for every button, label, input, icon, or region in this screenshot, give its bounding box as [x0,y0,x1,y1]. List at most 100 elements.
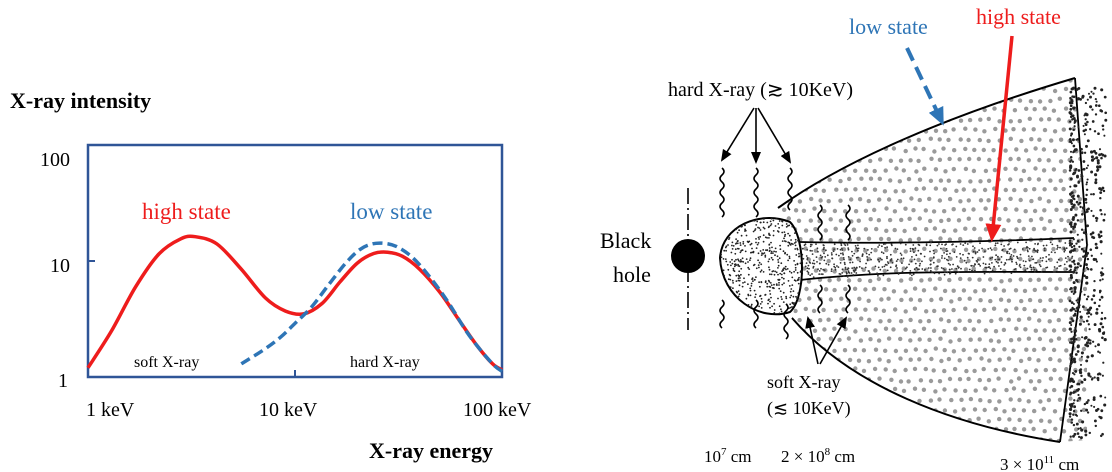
corona-dot [803,235,805,237]
corona-dot [761,301,763,303]
disk-dot [898,319,904,324]
thin-disk-dot [946,250,949,252]
corona-dot [805,220,807,222]
disk-dot [792,328,798,334]
corona-dot [790,271,793,274]
disk-dot [1057,397,1063,402]
thin-disk-dot [941,257,943,259]
rim-dot [1072,203,1076,207]
photon-corona-low-1 [719,299,725,329]
corona-dot [793,218,796,219]
disk-dot [856,399,861,404]
thin-disk-dot [929,260,932,262]
disk-dot [878,436,884,442]
disk-dot [957,296,962,302]
disk-dot [968,396,974,402]
disk-dot [807,296,812,301]
rim-dot [1086,120,1089,124]
disk-dot [897,179,902,184]
corona-dot [773,283,775,286]
rim-dot [1082,305,1085,309]
corona-dot [790,294,793,297]
thin-disk-dot [896,258,899,261]
thin-disk-dot [963,259,966,262]
rim-dot [1070,317,1073,320]
x-tick-10kev: 10 keV [259,399,318,421]
corona-dot [796,247,799,250]
disk-dot [843,209,848,214]
corona-dot [780,296,783,298]
thin-disk-dot [909,250,912,253]
disk-dot [873,307,878,312]
disk-dot [803,306,808,312]
disk-dot [941,247,946,252]
y-axis-label: X-ray intensity [10,88,151,113]
disk-dot [1026,158,1032,163]
rim-dot [1071,319,1075,323]
rim-dot [1086,257,1090,261]
thin-disk-dot [830,268,833,271]
corona-dot [789,290,792,293]
corona-dot [733,319,735,321]
disk-dot [993,126,998,132]
disk-dot [856,236,861,241]
rim-dot [1082,250,1086,253]
rim-dot [1102,189,1106,193]
corona-dot [737,306,740,309]
thin-disk-dot [1011,258,1013,261]
corona-dot [793,303,795,305]
thin-disk-dot [841,272,844,274]
disk-dot [978,298,983,303]
black-hole-label-1: Black [600,228,651,253]
disk-dot [989,318,994,324]
corona-dot [745,234,748,237]
thin-disk-dot [1057,246,1059,249]
thin-disk-dot [806,267,809,270]
corona-dot [776,230,779,232]
disk-dot [1077,257,1083,262]
disk-dot [851,107,857,113]
corona-dot [770,322,772,324]
corona-dot [778,281,780,284]
corona-dot [724,258,727,260]
rim-dot [1069,185,1072,188]
rim-dot [1083,254,1087,258]
disk-dot [1064,367,1069,372]
corona-dot [720,299,722,302]
rim-dot [1082,231,1086,235]
corona-dot [776,255,779,258]
disk-dot [843,147,848,152]
disk-dot [853,329,858,334]
corona-dot [730,226,733,229]
rim-dot [1069,96,1072,100]
thin-disk-dot [825,249,827,252]
corona-dot [738,284,741,287]
thin-disk-dot [821,256,824,258]
disk-dot [883,348,888,353]
disk-dot [988,298,993,304]
thin-disk-dot [959,243,962,245]
disk-dot [1009,379,1014,384]
disk-dot [978,117,983,122]
disk-dot [1043,367,1049,373]
thin-disk-dot [913,268,916,271]
disk-dot [1036,259,1042,264]
disk-dot [917,398,922,404]
thin-disk-dot [929,263,932,266]
thin-disk-dot [1051,243,1054,246]
disk-dot [897,118,902,123]
disk-dot [933,87,938,93]
disk-dot [1008,196,1013,201]
corona-dot [773,273,776,276]
thin-disk-dot [896,248,899,251]
thin-disk-dot [925,244,928,247]
corona-dot [727,224,730,227]
photon-corona-low-2 [753,299,759,329]
corona-dot [742,242,745,245]
disk-dot [1083,367,1087,373]
corona-dot [753,278,756,281]
disk-dot [873,328,878,333]
rim-dot [1099,394,1103,398]
thin-disk-dot [974,251,977,254]
